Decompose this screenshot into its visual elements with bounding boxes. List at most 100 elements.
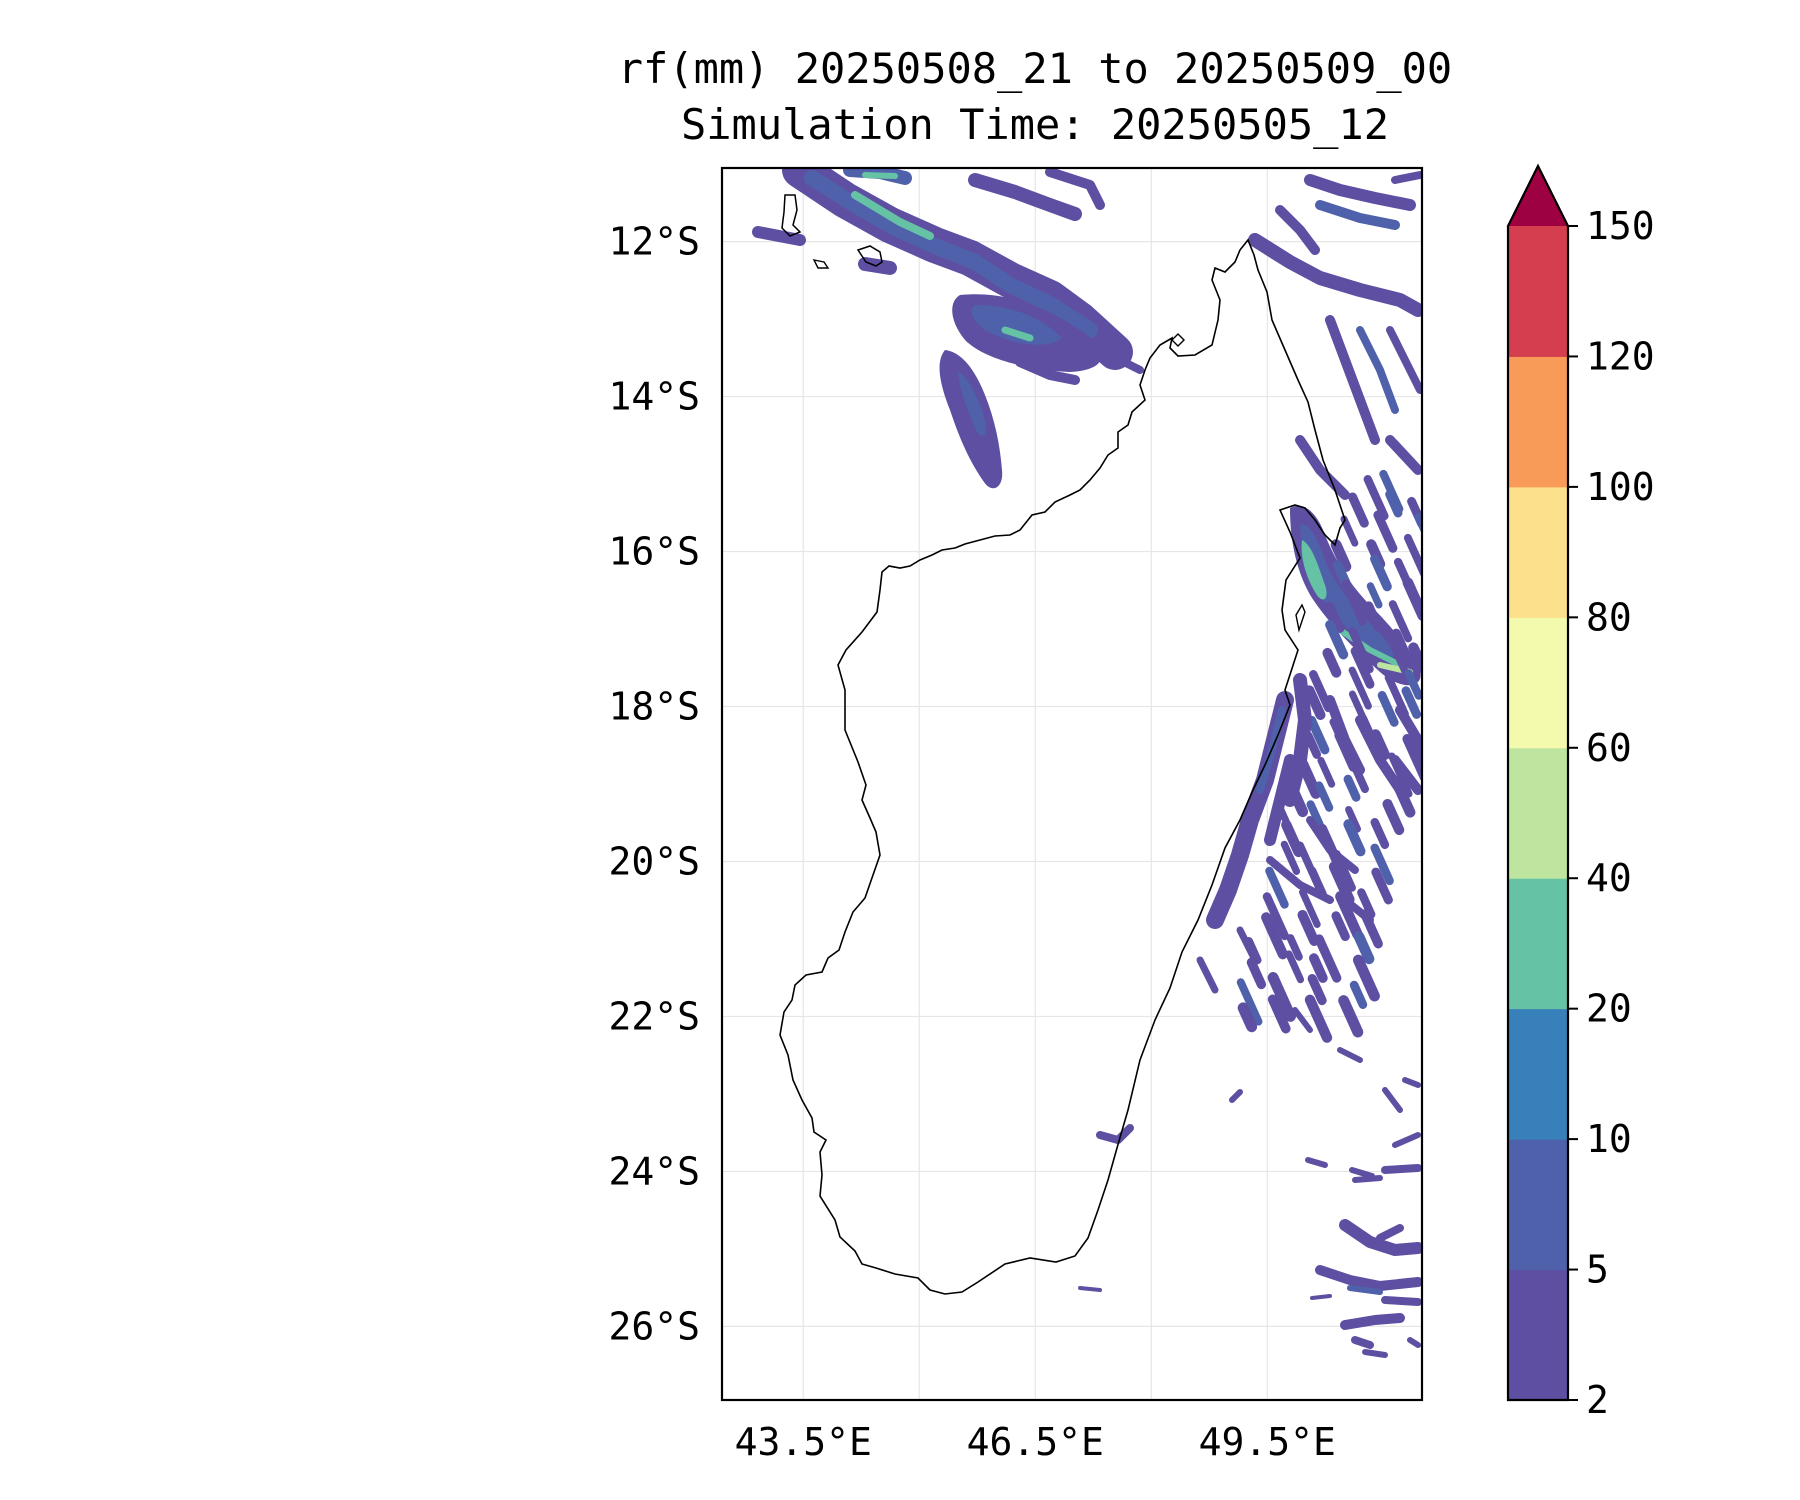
- rain-streak: [1306, 800, 1324, 829]
- rain-streak: [1363, 475, 1389, 521]
- rain-band: [1340, 1313, 1405, 1330]
- colorbar-level-label: 2: [1586, 1378, 1609, 1422]
- rain-streak: [1330, 539, 1352, 573]
- colorbar-swatch: [1508, 1269, 1568, 1401]
- colorbar-swatch: [1508, 1139, 1568, 1271]
- rain-streak: [1331, 911, 1350, 942]
- rain-peak-east: [1301, 540, 1327, 600]
- rain-streak: [1307, 715, 1330, 755]
- rain-streak: [1348, 492, 1369, 528]
- rain-streak: [1366, 582, 1383, 609]
- lon-tick-label: 49.5°E: [1199, 1420, 1336, 1464]
- rain-streak: [1297, 909, 1320, 946]
- rain-streak: [1357, 888, 1376, 919]
- rain-band: [1381, 1296, 1422, 1306]
- comoro-islet-coast: [856, 245, 883, 267]
- lat-tick-label: 24°S: [608, 1149, 700, 1193]
- rain-band: [1347, 1285, 1383, 1295]
- rain-band: [1325, 695, 1365, 775]
- rain-streak: [1370, 554, 1392, 592]
- rain-streak: [1343, 774, 1361, 802]
- colorbar-swatch: [1508, 747, 1568, 879]
- rain-band: [1355, 715, 1405, 795]
- rain-streak: [1352, 954, 1380, 1002]
- mayotte-coast: [781, 194, 802, 237]
- colorbar: 2 5 10 20 40 60 80 100 120 150: [1506, 163, 1655, 1422]
- lat-tick-label: 12°S: [608, 220, 700, 264]
- rain-streak: [1317, 756, 1336, 788]
- colorbar-swatch: [1508, 617, 1568, 749]
- rain-streak: [1267, 994, 1291, 1034]
- lat-tick-label: 20°S: [608, 839, 700, 883]
- rain-streak: [1385, 489, 1403, 518]
- rain-streak: [1281, 819, 1304, 858]
- nosy-boraha-coast: [1295, 603, 1306, 633]
- rain-streak: [1304, 994, 1333, 1043]
- rain-band: [1390, 755, 1422, 795]
- rain-streak: [1262, 892, 1289, 941]
- rain-streak: [1373, 510, 1398, 553]
- rain-band: [1381, 1164, 1422, 1174]
- rain-streak: [1328, 861, 1355, 906]
- rain-streak: [1304, 685, 1326, 720]
- rain-band: [1402, 1077, 1421, 1088]
- rain-streak: [1343, 819, 1366, 857]
- rain-band: [1337, 1047, 1363, 1063]
- rain-band: [1315, 200, 1400, 230]
- rain-streak: [1382, 798, 1405, 836]
- rain-streak: [1236, 978, 1263, 1026]
- rain-band: [1391, 171, 1422, 184]
- rain-band: [1015, 357, 1080, 385]
- rain-band: [1306, 816, 1359, 874]
- rain-streak: [1350, 646, 1375, 689]
- rain-band-nw-core: [804, 170, 1098, 338]
- colorbar-level-label: 150: [1586, 204, 1655, 248]
- rain-streak: [1401, 686, 1422, 719]
- rain-band: [1295, 435, 1350, 500]
- rain-streak: [1314, 934, 1342, 983]
- rain-streak: [1325, 620, 1349, 660]
- rain-streak: [1286, 934, 1303, 961]
- rain-streak: [1322, 647, 1342, 678]
- rain-band-nw-peak: [851, 191, 934, 240]
- rain-band: [1078, 1286, 1102, 1292]
- rain-band: [1305, 1157, 1328, 1168]
- lat-tick-label: 14°S: [608, 375, 700, 419]
- colorbar-level-label: 40: [1586, 856, 1632, 900]
- colorbar-level-label: 100: [1586, 465, 1655, 509]
- rain-streak: [1307, 866, 1327, 899]
- rain-band: [1349, 1167, 1375, 1179]
- colorbar-swatch: [1508, 486, 1568, 618]
- rain-streak: [1391, 628, 1412, 663]
- rain-streak: [1403, 533, 1422, 579]
- colorbar-level-label: 120: [1586, 334, 1655, 378]
- rain-band: [1382, 1087, 1403, 1113]
- rain-streak: [1370, 843, 1394, 886]
- rain-streak: [1299, 888, 1321, 928]
- lon-tick-label: 46.5°E: [967, 1420, 1104, 1464]
- latitude-axis: 12°S 14°S 16°S 18°S 20°S 22°S 24°S 26°S: [608, 220, 700, 1349]
- rain-band: [1392, 1132, 1421, 1148]
- rain-band: [1407, 1337, 1421, 1348]
- rain-streak: [1280, 840, 1301, 875]
- rain-streak: [1353, 931, 1375, 965]
- rain-band: [1315, 1265, 1422, 1291]
- rain-streak: [1402, 577, 1422, 621]
- rain-band: [1229, 1089, 1243, 1103]
- rain-band: [1325, 315, 1380, 445]
- north-coast-islet: [1171, 333, 1185, 347]
- colorbar-level-label: 10: [1586, 1117, 1632, 1161]
- rain-area-nw-tail: [939, 350, 1003, 489]
- comoro-small-islet: [812, 259, 830, 269]
- rain-band-se: [1339, 1219, 1422, 1256]
- rain-band: [1045, 168, 1105, 210]
- rain-band: [1236, 926, 1259, 964]
- rain-band: [1352, 1175, 1383, 1183]
- rain-band: [1275, 205, 1320, 255]
- rainfall-layer: [752, 168, 1422, 1358]
- rain-streak: [1325, 601, 1345, 633]
- rain-streak: [1237, 1002, 1258, 1033]
- rain-band: [1086, 341, 1144, 374]
- colorbar-level-label: 5: [1586, 1248, 1609, 1292]
- rain-band-top-peak: [862, 172, 898, 179]
